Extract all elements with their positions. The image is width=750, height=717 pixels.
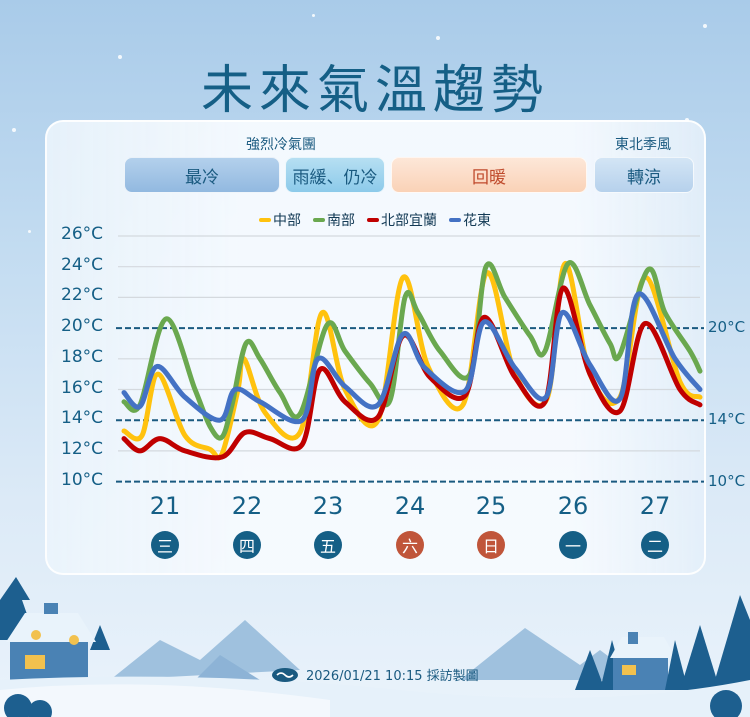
y-axis-tick: 18°C xyxy=(61,346,104,367)
weekday-badge: 四 xyxy=(233,531,261,559)
legend-item: 中部 xyxy=(259,210,301,230)
legend-item: 花東 xyxy=(449,210,491,230)
legend-item: 南部 xyxy=(313,210,355,230)
y-axis-tick: 12°C xyxy=(61,438,104,459)
legend-swatch-icon xyxy=(449,218,461,222)
weekday-badge: 一 xyxy=(559,531,587,559)
legend-swatch-icon xyxy=(313,218,325,222)
phase-heading: 東北季風 xyxy=(615,137,671,153)
x-axis-date: 27 xyxy=(639,492,671,520)
weekday-badge: 三 xyxy=(151,531,179,559)
legend-label: 北部宜蘭 xyxy=(381,213,437,229)
x-axis-date: 25 xyxy=(475,492,507,520)
y-axis-tick: 20°C xyxy=(61,316,104,337)
legend-label: 花東 xyxy=(463,213,491,229)
y-axis-tick: 22°C xyxy=(61,285,104,306)
snowflake-decoration xyxy=(312,14,315,17)
reference-line-label: 14°C xyxy=(708,410,746,429)
x-axis-date: 22 xyxy=(231,492,263,520)
y-axis-tick: 14°C xyxy=(61,408,104,429)
footer: 2026/01/21 10:15 採訪製圖 xyxy=(272,665,479,684)
y-axis-tick: 10°C xyxy=(61,469,104,490)
phase-box-cool: 轉涼 xyxy=(594,157,694,193)
chart-legend: 中部 南部 北部宜蘭 花東 xyxy=(0,210,750,230)
y-axis-tick: 24°C xyxy=(61,254,104,275)
snowflake-decoration xyxy=(703,24,707,28)
snowflake-decoration xyxy=(118,55,122,59)
legend-label: 南部 xyxy=(327,213,355,229)
footer-text: 2026/01/21 10:15 採訪製圖 xyxy=(306,669,479,684)
series-line-1 xyxy=(121,260,703,441)
snowflake-decoration xyxy=(28,230,31,233)
phase-box-rain: 雨緩、仍冷 xyxy=(285,157,385,193)
legend-label: 中部 xyxy=(273,213,301,229)
reference-line-label: 10°C xyxy=(708,471,746,490)
y-axis-tick: 16°C xyxy=(61,377,104,398)
series-line-2 xyxy=(121,285,703,461)
weekday-badge: 二 xyxy=(641,531,669,559)
phase-box-warm: 回暖 xyxy=(391,157,587,193)
x-axis-date: 26 xyxy=(557,492,589,520)
cna-logo-icon xyxy=(272,667,298,682)
legend-item: 北部宜蘭 xyxy=(367,210,437,230)
series-line-3 xyxy=(121,291,703,425)
snowflake-decoration xyxy=(12,128,16,132)
phase-heading: 強烈冷氣團 xyxy=(246,137,316,153)
phase-box-cold: 最冷 xyxy=(124,157,280,193)
legend-swatch-icon xyxy=(259,218,271,222)
y-axis-tick: 26°C xyxy=(61,224,104,244)
weekday-badge: 五 xyxy=(314,531,342,559)
weekday-badge: 日 xyxy=(477,531,505,559)
page-title: 未來氣溫趨勢 xyxy=(200,61,549,121)
reference-line-label: 20°C xyxy=(708,318,746,337)
x-axis-date: 24 xyxy=(394,492,426,520)
x-axis-date: 23 xyxy=(312,492,344,520)
x-axis-date: 21 xyxy=(149,492,181,520)
weekday-badge: 六 xyxy=(396,531,424,559)
snowflake-decoration xyxy=(436,36,440,40)
legend-swatch-icon xyxy=(367,218,379,222)
